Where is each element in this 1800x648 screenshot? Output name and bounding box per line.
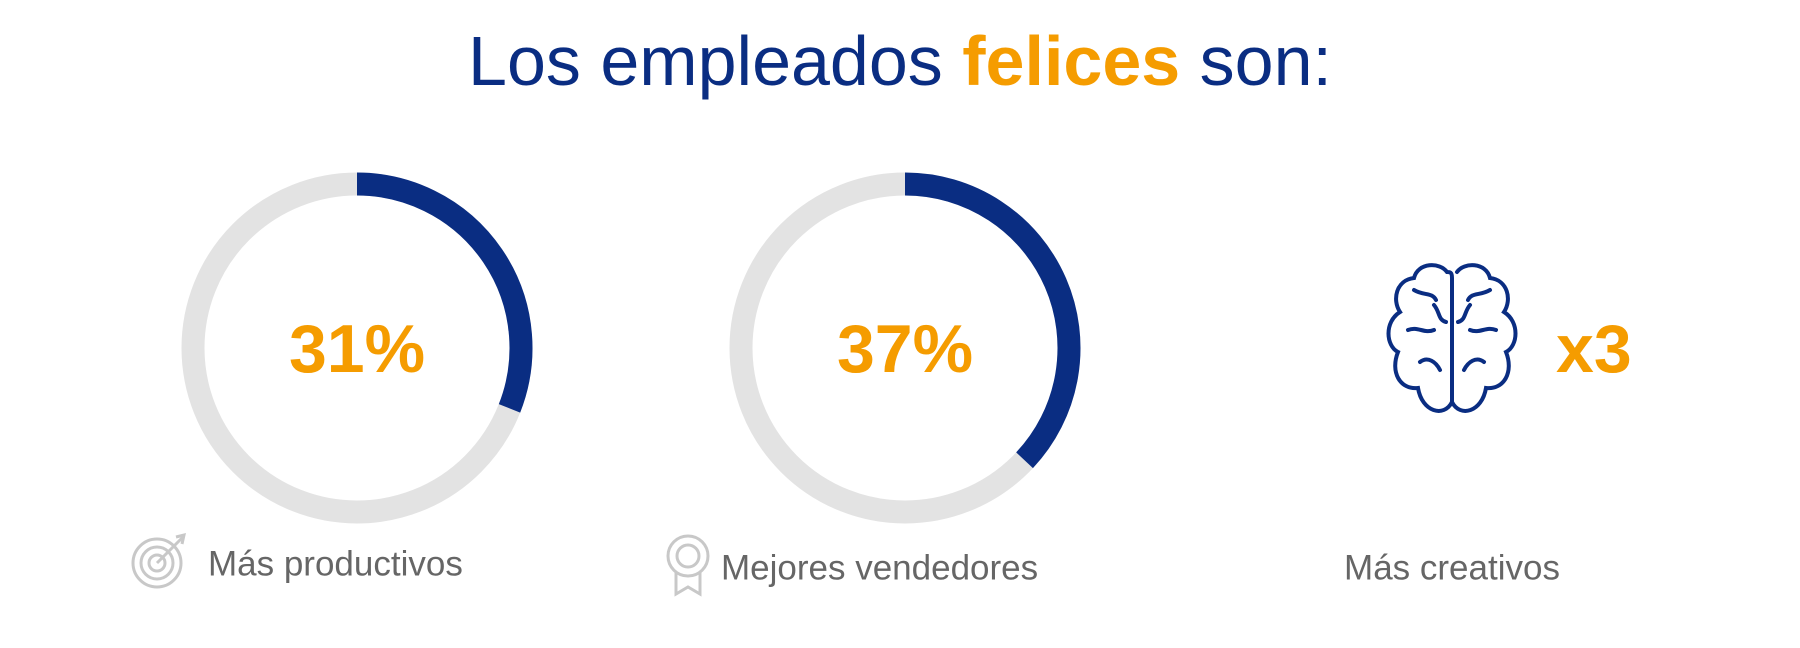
gauge-arc <box>356 172 533 413</box>
multiplier: x3 <box>1556 311 1632 387</box>
gauges: 31% 37% <box>181 172 1081 524</box>
title-part: Los empleados <box>468 22 943 100</box>
gauge-value: 31% <box>289 311 425 387</box>
gauge-arc <box>904 172 1081 469</box>
brain-icon <box>1386 263 1518 413</box>
caption: Más creativos <box>1344 548 1560 587</box>
medal-icon <box>666 534 710 597</box>
caption: Más productivos <box>208 544 463 583</box>
caption: Mejores vendedores <box>721 548 1038 587</box>
title: Los empleados felices son: <box>468 22 1332 100</box>
gauge-value: 37% <box>837 311 973 387</box>
target-icon <box>131 532 186 589</box>
title-part: son: <box>1200 22 1332 100</box>
title-highlight: felices <box>962 22 1180 100</box>
